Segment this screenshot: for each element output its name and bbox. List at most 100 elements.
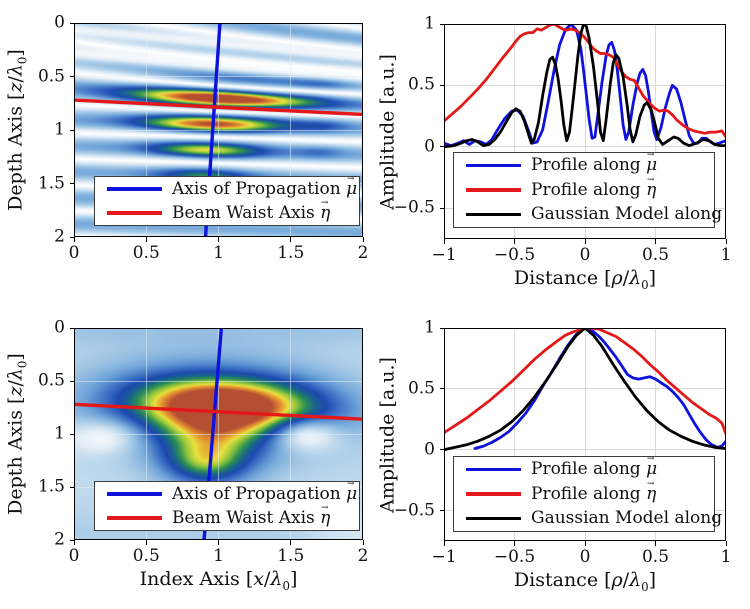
- x-tick-mark: [443, 541, 445, 546]
- label-text: Beam Waist Axis: [172, 202, 321, 223]
- x-tick-label: 0.5: [132, 546, 160, 566]
- legend-line-sample: [107, 492, 162, 496]
- vector-arrow-icon: →: [646, 479, 655, 490]
- legend-item: Profile along η →: [454, 176, 714, 203]
- label-text: ]: [648, 267, 657, 289]
- legend-line-sample: [466, 212, 521, 217]
- x-tick-mark: [443, 239, 445, 244]
- x-tick-label: 1.5: [277, 546, 305, 566]
- profile-curves: [444, 328, 726, 452]
- label-text: Depth Axis [: [4, 396, 27, 515]
- vector-symbol: μ →: [346, 480, 357, 503]
- gridline-vertical: [514, 24, 515, 239]
- y-tick-mark: [439, 23, 444, 25]
- label-text: z: [4, 386, 27, 397]
- legend-line-sample: [466, 188, 521, 192]
- legend-item-label: Profile along μ →: [531, 455, 659, 479]
- legend-item-label: Profile along η →: [531, 176, 658, 200]
- gridline-vertical: [655, 328, 656, 541]
- label-text: ρ: [611, 267, 623, 289]
- label-text: z: [4, 82, 27, 93]
- label-text: Index Axis [: [139, 568, 254, 590]
- x-tick-mark: [514, 541, 515, 546]
- vector-symbol: η →: [320, 199, 331, 223]
- y-axis-label: Depth Axis [z/λ0]: [4, 49, 30, 211]
- label-text: /: [622, 569, 630, 591]
- legend-line-sample: [466, 163, 521, 168]
- label-text: λ: [4, 368, 27, 381]
- y-tick-label: 2: [54, 226, 65, 247]
- legend-item-label: Beam Waist Axis η →: [172, 199, 332, 223]
- legend-item-label: Gaussian Model along μ→: [531, 206, 726, 223]
- x-axis-label: Distance [ρ/λ0]: [514, 571, 656, 594]
- label-text: /: [263, 568, 271, 590]
- y-tick-mark: [69, 380, 74, 382]
- y-tick-mark: [439, 510, 444, 512]
- curve-profile-eta: [444, 24, 726, 139]
- y-tick-label: 0.5: [407, 74, 435, 95]
- plot-top-right: Profile along μ → Profile along η → Gaussian…: [444, 24, 726, 239]
- y-tick-mark: [69, 22, 74, 24]
- gridline-horizontal: [444, 449, 726, 451]
- y-tick-label: 1: [54, 119, 65, 140]
- y-axis-label: Amplitude [a.u.]: [377, 54, 399, 210]
- vector-letter: μ: [646, 458, 658, 479]
- vector-arrow-icon: →: [646, 175, 655, 186]
- vector-letter: μ: [346, 178, 358, 199]
- subscript: 0: [15, 56, 30, 65]
- label-text: λ: [629, 267, 642, 289]
- y-tick-label: 1: [424, 317, 435, 338]
- gridline-vertical: [514, 328, 515, 541]
- y-axis-label: Amplitude [a.u.]: [377, 357, 399, 513]
- x-tick-mark: [73, 237, 75, 242]
- label-text: Axis of Propagation: [172, 483, 347, 504]
- x-tick-label: 0: [579, 245, 591, 265]
- legend: Profile along μ → Profile along η → Gaussian…: [453, 455, 722, 532]
- label-text: Gaussian Model along: [531, 204, 726, 225]
- legend-line-sample: [107, 516, 162, 520]
- x-tick-mark: [584, 541, 586, 546]
- x-tick-mark: [725, 239, 727, 244]
- y-tick-mark: [69, 327, 74, 329]
- curve-gaussian-mu: [444, 24, 726, 149]
- curve-profile-mu: [444, 24, 726, 147]
- y-tick-mark: [439, 207, 444, 209]
- x-tick-mark: [73, 540, 75, 545]
- vector-symbol: η →: [320, 504, 330, 527]
- legend-item: Axis of Propagation μ →: [95, 480, 359, 506]
- label-text: Profile along: [531, 458, 647, 479]
- gridline-vertical: [584, 24, 586, 239]
- y-tick-label: 0.5: [407, 378, 435, 399]
- label-text: Profile along: [531, 179, 647, 200]
- subscript: 0: [641, 579, 649, 594]
- legend-item: Profile along μ →: [454, 455, 714, 482]
- vector-symbol: η →: [646, 176, 656, 199]
- curve-gaussian-mu: [444, 328, 726, 452]
- gridline-vertical: [584, 328, 586, 541]
- label-text: λ: [270, 568, 283, 590]
- y-tick-mark: [439, 327, 444, 329]
- x-tick-mark: [725, 541, 727, 546]
- x-tick-mark: [362, 540, 364, 545]
- y-tick-label: 0: [54, 317, 65, 338]
- y-tick-label: 2: [54, 529, 65, 550]
- y-tick-mark: [69, 539, 74, 541]
- y-tick-label: −0.5: [393, 197, 435, 218]
- label-text: ρ: [611, 569, 623, 591]
- y-tick-mark: [69, 236, 74, 238]
- vector-symbol: μ →: [646, 151, 657, 174]
- label-text: /: [4, 76, 27, 83]
- label-text: Profile along: [531, 483, 647, 504]
- gridline-horizontal: [444, 388, 726, 390]
- y-tick-label: 0: [54, 12, 65, 33]
- y-tick-label: 0.5: [37, 66, 65, 86]
- y-tick-mark: [69, 76, 74, 77]
- x-tick-label: −1: [431, 245, 457, 265]
- legend-item: Gaussian Model along μ→: [454, 506, 722, 531]
- label-text: Beam Waist Axis: [172, 507, 321, 528]
- curve-profile-mu: [473, 328, 726, 450]
- waist-axis-line: [74, 98, 363, 117]
- y-tick-mark: [439, 84, 444, 86]
- vector-symbol: η →: [646, 480, 656, 503]
- vector-letter: η: [320, 202, 331, 223]
